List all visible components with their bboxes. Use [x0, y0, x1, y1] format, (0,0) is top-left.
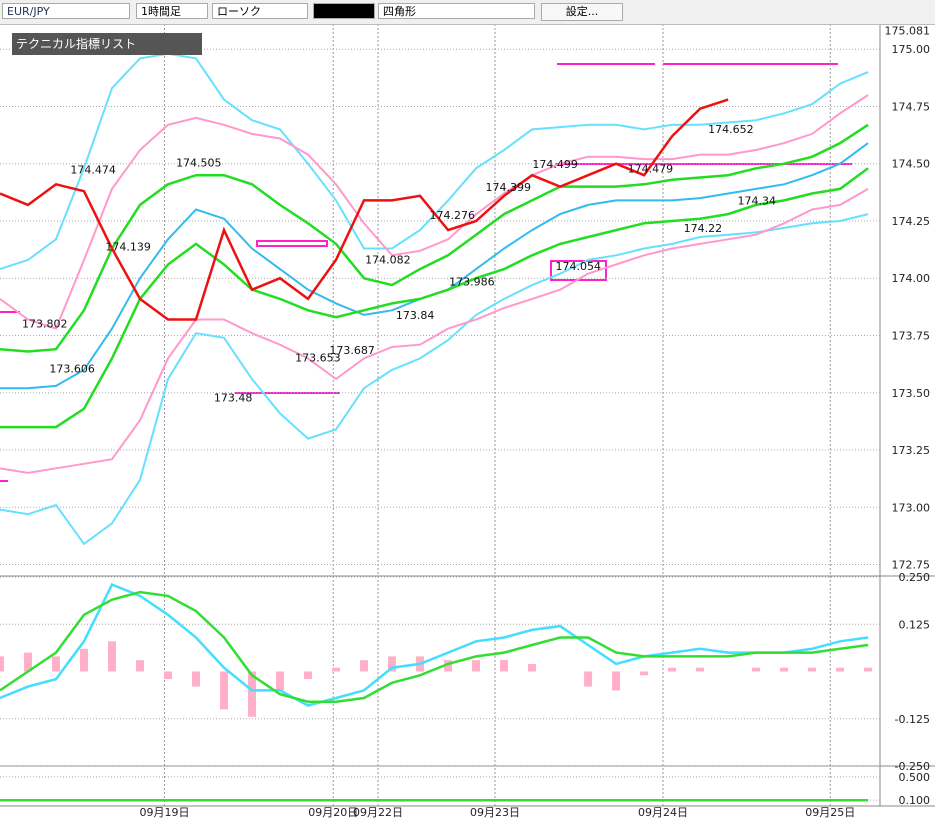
price-annotation: 173.687 [329, 344, 375, 357]
y-tick-label: 174.25 [892, 215, 931, 228]
series-line [0, 94, 869, 330]
series-line [0, 98, 729, 321]
price-annotation: 174.34 [738, 194, 777, 207]
histogram-bar [80, 648, 89, 672]
price-annotation: 174.082 [365, 253, 411, 266]
histogram-bar [836, 667, 845, 672]
price-annotation: 174.054 [556, 260, 602, 273]
histogram-bar [780, 667, 789, 672]
price-annotation: 173.606 [49, 362, 95, 375]
y-tick-label: 0.125 [899, 618, 931, 631]
price-annotation: 173.653 [295, 352, 341, 365]
series-line [0, 213, 869, 546]
symbol-select[interactable]: EUR/JPY [2, 3, 130, 19]
price-annotation: 173.48 [214, 391, 253, 404]
y-tick-label: 173.75 [892, 330, 931, 343]
last-price: 175.081 [885, 25, 931, 38]
y-tick-label: 0.500 [899, 771, 931, 784]
histogram-bar [24, 652, 33, 672]
series-line [0, 188, 869, 474]
histogram-bar [612, 671, 621, 691]
series-line [0, 123, 869, 353]
drawing-tool: 四角形 [383, 5, 416, 18]
histogram-bar [528, 663, 537, 672]
histogram-bar [108, 641, 117, 672]
y-tick-label: 174.75 [892, 100, 931, 113]
toolbar: EUR/JPY 1時間足 ローソク 四角形 設定... [0, 0, 935, 25]
x-tick-label: 09月20日 [308, 806, 358, 819]
tool-select[interactable]: 四角形 [378, 3, 535, 19]
price-annotation: 174.139 [105, 240, 151, 253]
style-select[interactable]: ローソク [212, 3, 308, 19]
histogram-bar [220, 671, 229, 710]
histogram-bar [332, 667, 341, 672]
histogram-bar [864, 667, 873, 672]
y-tick-label: 174.00 [892, 272, 931, 285]
price-annotation: 173.802 [22, 318, 68, 331]
x-tick-label: 09月25日 [805, 806, 855, 819]
histogram-bar [640, 671, 649, 676]
chart-style: ローソク [217, 5, 261, 18]
series-line [0, 583, 869, 707]
y-tick-label: -0.250 [895, 760, 930, 773]
x-tick-label: 09月22日 [353, 806, 403, 819]
histogram-bar [500, 660, 509, 672]
y-tick-label: 0.250 [899, 571, 931, 584]
indicator-title: テクニカル指標リスト [16, 37, 137, 51]
histogram-bar [192, 671, 201, 687]
histogram-bar [444, 660, 453, 672]
histogram-bar [136, 660, 145, 672]
price-annotation: 174.652 [708, 123, 754, 136]
histogram-bar [696, 667, 705, 672]
y-tick-label: 173.25 [892, 444, 931, 457]
y-tick-label: 172.75 [892, 559, 931, 572]
series-line [0, 52, 869, 271]
histogram-bar [752, 667, 761, 672]
histogram-bar [164, 671, 173, 680]
y-tick-label: 175.00 [892, 43, 931, 56]
price-annotation: 174.505 [176, 157, 222, 170]
price-annotation: 174.399 [486, 181, 532, 194]
settings-button[interactable]: 設定... [541, 3, 623, 21]
price-annotation: 173.986 [449, 275, 495, 288]
drawn-rect [256, 240, 328, 247]
timeframe-select[interactable]: 1時間足 [136, 3, 208, 19]
price-annotation: 173.84 [396, 309, 435, 322]
symbol: EUR/JPY [7, 5, 50, 18]
series-line [0, 590, 869, 703]
series-line [0, 142, 869, 390]
histogram-bar [472, 660, 481, 672]
histogram-bar [0, 656, 4, 672]
y-tick-label: 174.50 [892, 158, 931, 171]
price-annotation: 174.474 [70, 164, 116, 177]
series-line [0, 167, 869, 429]
x-tick-label: 09月23日 [470, 806, 520, 819]
histogram-bar [584, 671, 593, 687]
indicator-list[interactable]: テクニカル指標リスト [12, 33, 202, 55]
price-annotation: 174.479 [628, 163, 674, 176]
timeframe: 1時間足 [141, 5, 181, 18]
histogram-bar [52, 656, 61, 672]
histogram-bar [276, 671, 285, 691]
price-annotation: 174.22 [684, 222, 723, 235]
price-annotation: 174.499 [532, 158, 578, 171]
settings-label: 設定... [565, 5, 599, 18]
histogram-bar [668, 667, 677, 672]
color-select[interactable] [313, 3, 375, 19]
x-tick-label: 09月24日 [638, 806, 688, 819]
y-tick-label: -0.125 [895, 713, 930, 726]
y-tick-label: 173.50 [892, 387, 931, 400]
x-tick-label: 09月19日 [140, 806, 190, 819]
price-annotation: 174.276 [430, 209, 476, 222]
histogram-bar [248, 671, 257, 717]
histogram-bar [808, 667, 817, 672]
histogram-bar [388, 656, 397, 672]
y-tick-label: 0.100 [899, 794, 931, 807]
histogram-bar [304, 671, 313, 680]
histogram-bar [360, 660, 369, 672]
y-tick-label: 173.00 [892, 501, 931, 514]
